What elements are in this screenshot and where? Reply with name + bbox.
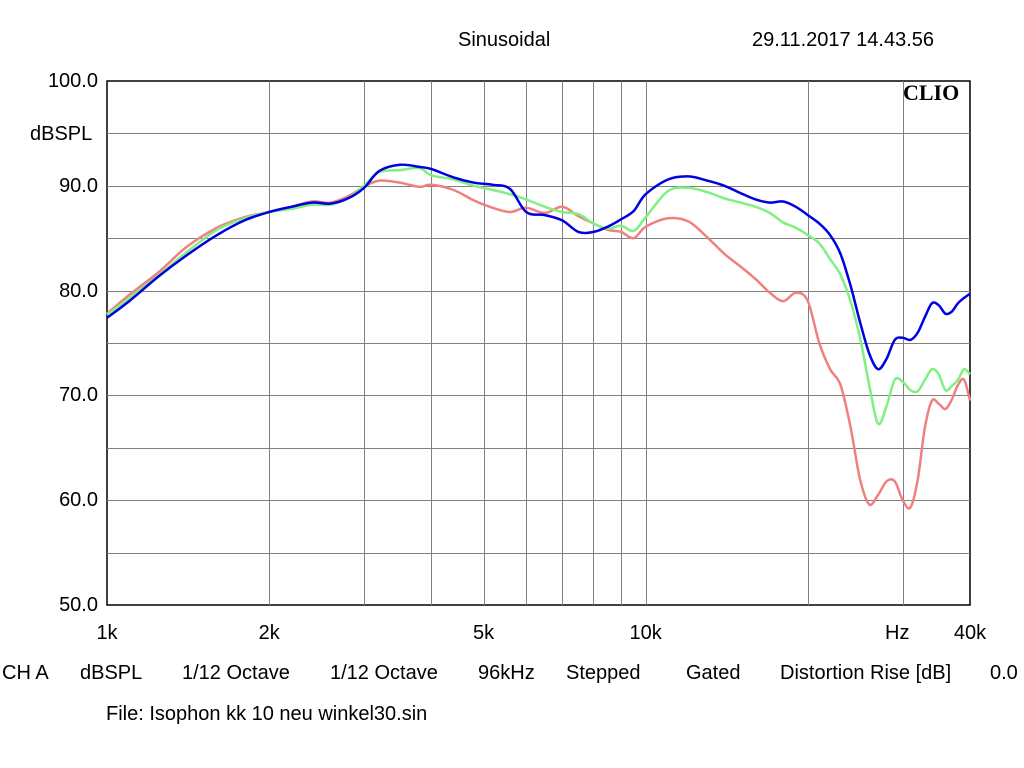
y-tick-label: 50.0: [59, 594, 98, 616]
x-axis-unit-label: Hz: [885, 622, 910, 644]
footer-distortion-label: Distortion Rise [dB]: [780, 662, 952, 684]
footer-smoothing-2: 1/12 Octave: [330, 662, 438, 684]
grid-lines: [107, 81, 970, 605]
footer-smoothing-1: 1/12 Octave: [182, 662, 290, 684]
series-line-blue: [106, 163, 971, 371]
series-line-red: [106, 179, 972, 510]
series-lines: [106, 163, 972, 510]
y-tick-label: 80.0: [59, 279, 98, 302]
x-tick-label: 1k: [96, 622, 118, 644]
x-tick-label: 2k: [258, 622, 280, 644]
clio-logo: CLIO: [903, 80, 960, 105]
y-tick-label: 70.0: [59, 384, 98, 407]
x-tick-label: 40k: [953, 622, 987, 644]
footer-unit: dBSPL: [80, 662, 143, 684]
y-tick-label: 60.0: [59, 489, 98, 512]
footer-distortion-value: 0.0: [990, 662, 1018, 684]
footer-mode: Stepped: [566, 662, 641, 684]
footer-file: File: Isophon kk 10 neu winkel30.sin: [106, 703, 428, 725]
footer-gating: Gated: [686, 662, 741, 684]
chart-title: Sinusoidal: [458, 29, 551, 51]
y-axis-unit-label: dBSPL: [30, 123, 93, 145]
timestamp: 29.11.2017 14.43.56: [752, 29, 935, 51]
footer-channel: CH A: [2, 662, 49, 684]
x-tick-label: 5k: [472, 622, 495, 644]
y-tick-label: 90.0: [59, 174, 98, 197]
footer-sample-rate: 96kHz: [478, 662, 535, 684]
y-tick-label: 100.0: [47, 70, 98, 92]
x-tick-label: 10k: [629, 622, 662, 644]
